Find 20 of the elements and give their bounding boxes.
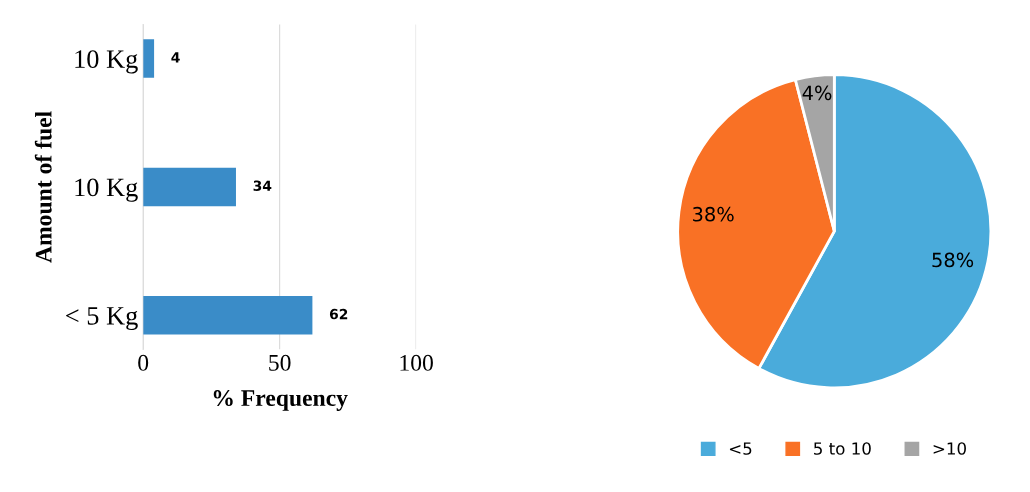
- y-tick-label: 10 Kg: [75, 50, 138, 74]
- bar: [143, 167, 236, 207]
- bar: [143, 296, 313, 335]
- y-tick-label: < 5 Kg: [66, 307, 138, 331]
- y-tick-label: 10 Kg: [75, 178, 138, 202]
- legend-label: <5: [729, 442, 752, 455]
- legend-label: 5 to 10: [814, 442, 871, 455]
- x-tick-label: 100: [400, 354, 433, 371]
- data-label: 4: [171, 52, 180, 63]
- x-tick-label: 50: [269, 354, 291, 371]
- x-tick-label: 0: [138, 354, 149, 371]
- data-label: 38%: [693, 206, 734, 222]
- legend-label: >10: [933, 442, 966, 455]
- data-label: 62: [329, 308, 348, 320]
- data-label: 34: [253, 180, 272, 191]
- data-label: 58%: [932, 252, 974, 268]
- data-label: 4%: [802, 85, 832, 101]
- bar: [143, 39, 155, 78]
- y-axis-title: Amount of fuel: [34, 111, 52, 263]
- x-axis-title: % Frequency: [213, 390, 348, 411]
